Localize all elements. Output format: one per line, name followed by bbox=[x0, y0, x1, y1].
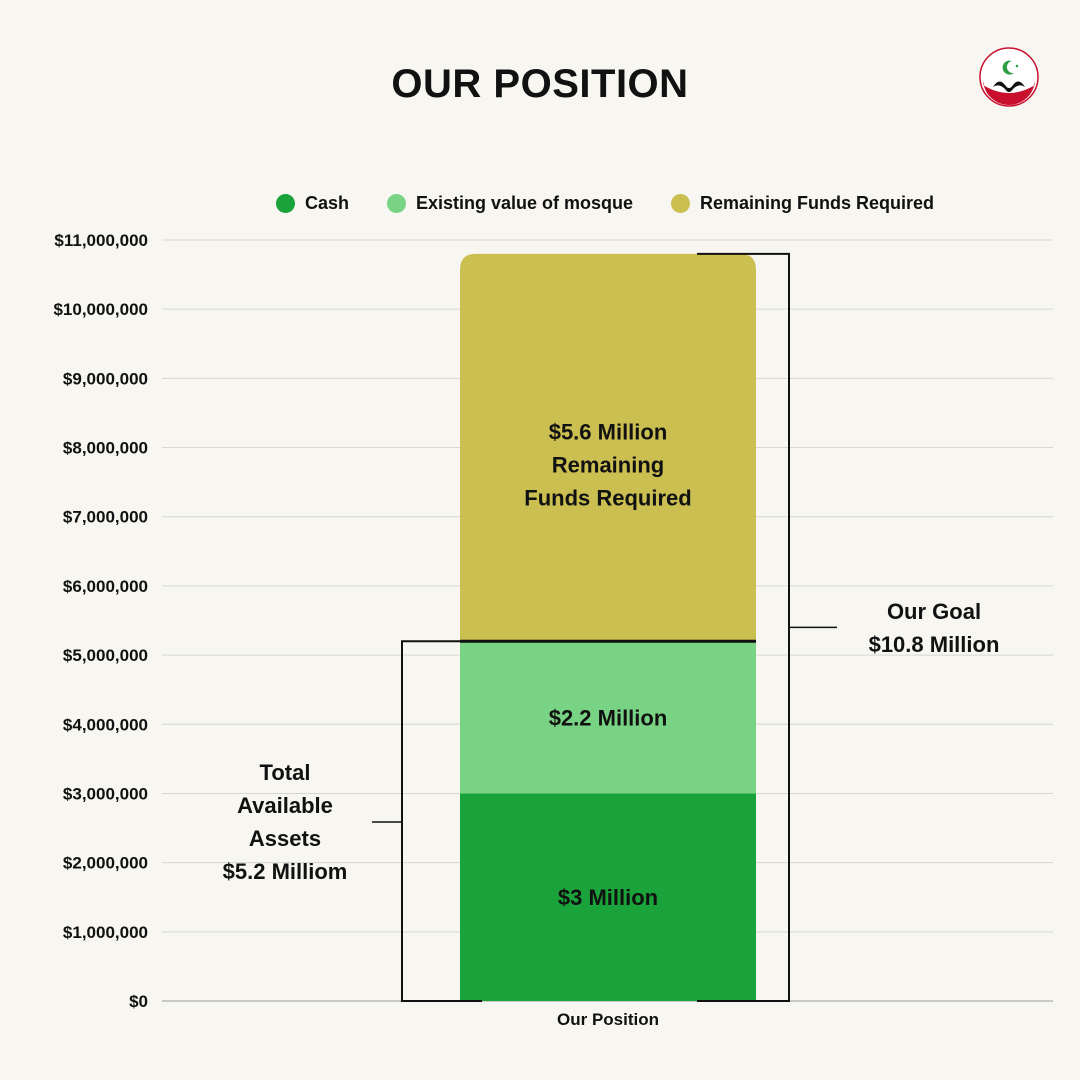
y-tick-label: $4,000,000 bbox=[63, 715, 148, 734]
y-tick-label: $3,000,000 bbox=[63, 784, 148, 803]
bar-segment-remaining bbox=[460, 253, 756, 642]
legend-swatch-mosque-value bbox=[386, 194, 406, 213]
bar-label-remaining-line: $5.6 Million bbox=[549, 420, 668, 445]
y-tick-label: $8,000,000 bbox=[63, 439, 148, 458]
page-title: OUR POSITION bbox=[391, 62, 689, 106]
goal-annotation-line: $10.8 Million bbox=[869, 632, 1000, 657]
goal-annotation: Our Goal $10.8 Million bbox=[869, 599, 1000, 657]
chart-legend: Cash Existing value of mosque Remaining … bbox=[0, 193, 1080, 214]
bar-segment-cash bbox=[460, 793, 756, 1001]
legend-label-remaining: Remaining Funds Required bbox=[700, 193, 935, 213]
bar-segment-mosque-value bbox=[460, 641, 756, 794]
y-tick-label: $6,000,000 bbox=[63, 577, 148, 596]
legend-item-cash: Cash bbox=[275, 193, 349, 214]
assets-annotation: Total Available Assets $5.2 Milliom bbox=[223, 760, 348, 884]
legend-item-mosque-value: Existing value of mosque bbox=[386, 193, 634, 214]
legend-swatch-remaining bbox=[671, 194, 691, 213]
assets-annotation-line: Assets bbox=[249, 826, 321, 851]
assets-annotation-line: Available bbox=[237, 793, 333, 818]
bar-label-cash: $3 Million bbox=[558, 885, 658, 910]
y-tick-label: $9,000,000 bbox=[63, 369, 148, 388]
y-tick-label: $7,000,000 bbox=[63, 508, 148, 527]
y-tick-label: $0 bbox=[129, 992, 148, 1011]
legend-swatch-cash bbox=[275, 194, 295, 213]
bar-label-remaining: $5.6 Million Remaining Funds Required bbox=[524, 420, 691, 511]
y-tick-label: $10,000,000 bbox=[53, 300, 148, 319]
legend-label-mosque-value: Existing value of mosque bbox=[415, 193, 634, 213]
assets-bracket bbox=[401, 640, 482, 1002]
bar-label-mosque-value: $2.2 Million bbox=[549, 705, 668, 730]
y-tick-label: $11,000,000 bbox=[54, 231, 148, 250]
x-category-label: Our Position bbox=[557, 1010, 659, 1029]
y-tick-label: $1,000,000 bbox=[63, 923, 148, 942]
assets-annotation-line: Total bbox=[260, 760, 311, 785]
bar-label-remaining-line: Remaining bbox=[552, 453, 664, 478]
mosque-crescent-logo-icon bbox=[979, 47, 1039, 107]
goal-annotation-line: Our Goal bbox=[887, 599, 981, 624]
assets-annotation-line: $5.2 Milliom bbox=[223, 859, 348, 884]
y-tick-label: $2,000,000 bbox=[63, 854, 148, 873]
bar-label-remaining-line: Funds Required bbox=[524, 486, 691, 511]
y-tick-label: $5,000,000 bbox=[63, 646, 148, 665]
legend-label-cash: Cash bbox=[304, 193, 349, 213]
legend-item-remaining: Remaining Funds Required bbox=[671, 193, 934, 214]
